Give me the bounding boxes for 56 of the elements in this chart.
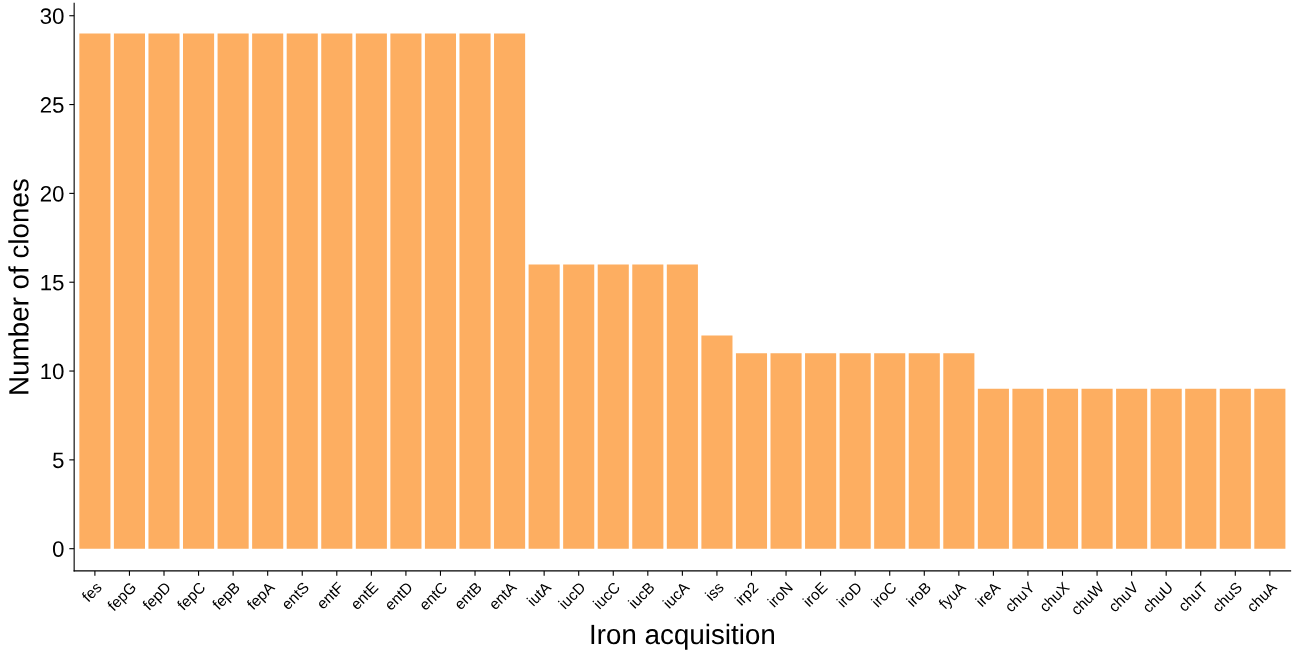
x-tick-label: entA — [488, 581, 518, 611]
x-tick-label: iroE — [802, 581, 829, 608]
x-tick-label: fyuA — [937, 580, 969, 613]
bar — [563, 264, 595, 549]
x-tick-label: iroD — [836, 581, 863, 608]
x-tick-label: fes — [80, 581, 103, 603]
bar — [1046, 388, 1079, 549]
bar — [943, 353, 975, 549]
bar — [874, 353, 906, 549]
bar — [977, 388, 1009, 549]
x-tick-label: iroC — [870, 581, 898, 608]
y-tick-label: 30 — [40, 8, 64, 25]
y-tick-label: 5 — [52, 452, 64, 469]
bar — [1012, 388, 1044, 549]
bar — [1081, 388, 1113, 549]
bar — [1150, 388, 1182, 549]
bar — [597, 264, 629, 549]
bar — [321, 33, 353, 549]
bar — [148, 33, 180, 549]
x-tick-label: irp2 — [734, 581, 762, 608]
bar — [459, 33, 491, 549]
x-tick-label: iss — [704, 581, 725, 602]
bar — [528, 264, 560, 549]
bar — [805, 353, 837, 549]
bar — [355, 33, 387, 549]
bar — [79, 33, 111, 549]
bar — [1185, 388, 1217, 549]
x-tick-label: iucA — [662, 580, 691, 609]
bar — [217, 33, 249, 549]
bar — [286, 33, 318, 549]
x-tick-label: iroB — [905, 581, 932, 608]
bar — [632, 264, 664, 549]
bar — [1219, 388, 1251, 549]
bar — [424, 33, 457, 549]
bar — [390, 33, 422, 549]
bar — [666, 264, 698, 549]
bar — [701, 335, 733, 549]
bar — [113, 33, 145, 549]
bar — [735, 353, 768, 549]
bar — [1254, 388, 1286, 549]
y-tick-label: 25 — [40, 97, 64, 113]
x-axis-title: Iron acquisition — [591, 623, 774, 650]
bar — [839, 353, 871, 549]
bar — [183, 33, 215, 549]
y-tick-label: 15 — [41, 274, 64, 291]
y-axis-title: Number of clones — [8, 179, 29, 394]
bar — [252, 33, 284, 549]
y-tick-label: 20 — [40, 185, 64, 202]
bar — [1116, 388, 1148, 549]
bar — [908, 353, 940, 549]
bar — [770, 353, 802, 549]
bar — [494, 33, 526, 549]
x-tick-label: iutA — [526, 580, 553, 607]
x-tick-label: ireA — [974, 580, 1002, 608]
y-tick-label: 10 — [41, 363, 64, 380]
y-tick-label: 0 — [52, 541, 64, 557]
